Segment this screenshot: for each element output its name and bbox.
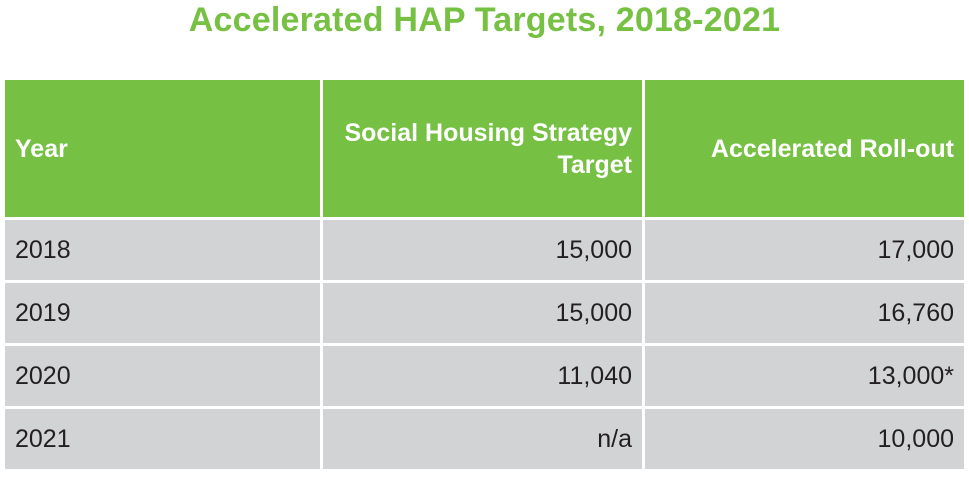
chart-title: Accelerated HAP Targets, 2018-2021 (188, 1, 781, 39)
header-year: Year (5, 80, 320, 217)
header-accelerated-rollout: Accelerated Roll-out (645, 80, 964, 217)
cell-accelerated-rollout: 13,000* (645, 346, 964, 406)
cell-strategy-target: n/a (323, 409, 642, 469)
cell-strategy-target: 11,040 (323, 346, 642, 406)
cell-strategy-target: 15,000 (323, 220, 642, 280)
cell-accelerated-rollout: 10,000 (645, 409, 964, 469)
cell-accelerated-rollout: 16,760 (645, 283, 964, 343)
cell-year: 2019 (5, 283, 320, 343)
table-row: 2019 15,000 16,760 (5, 283, 964, 343)
table-row: 2021 n/a 10,000 (5, 409, 964, 469)
cell-strategy-target: 15,000 (323, 283, 642, 343)
cell-accelerated-rollout: 17,000 (645, 220, 964, 280)
header-row: Year Social Housing Strategy Target Acce… (5, 80, 964, 217)
cell-year: 2021 (5, 409, 320, 469)
table-row: 2020 11,040 13,000* (5, 346, 964, 406)
cell-year: 2018 (5, 220, 320, 280)
header-strategy-target: Social Housing Strategy Target (323, 80, 642, 217)
cell-year: 2020 (5, 346, 320, 406)
table-row: 2018 15,000 17,000 (5, 220, 964, 280)
targets-table: Year Social Housing Strategy Target Acce… (2, 77, 967, 472)
